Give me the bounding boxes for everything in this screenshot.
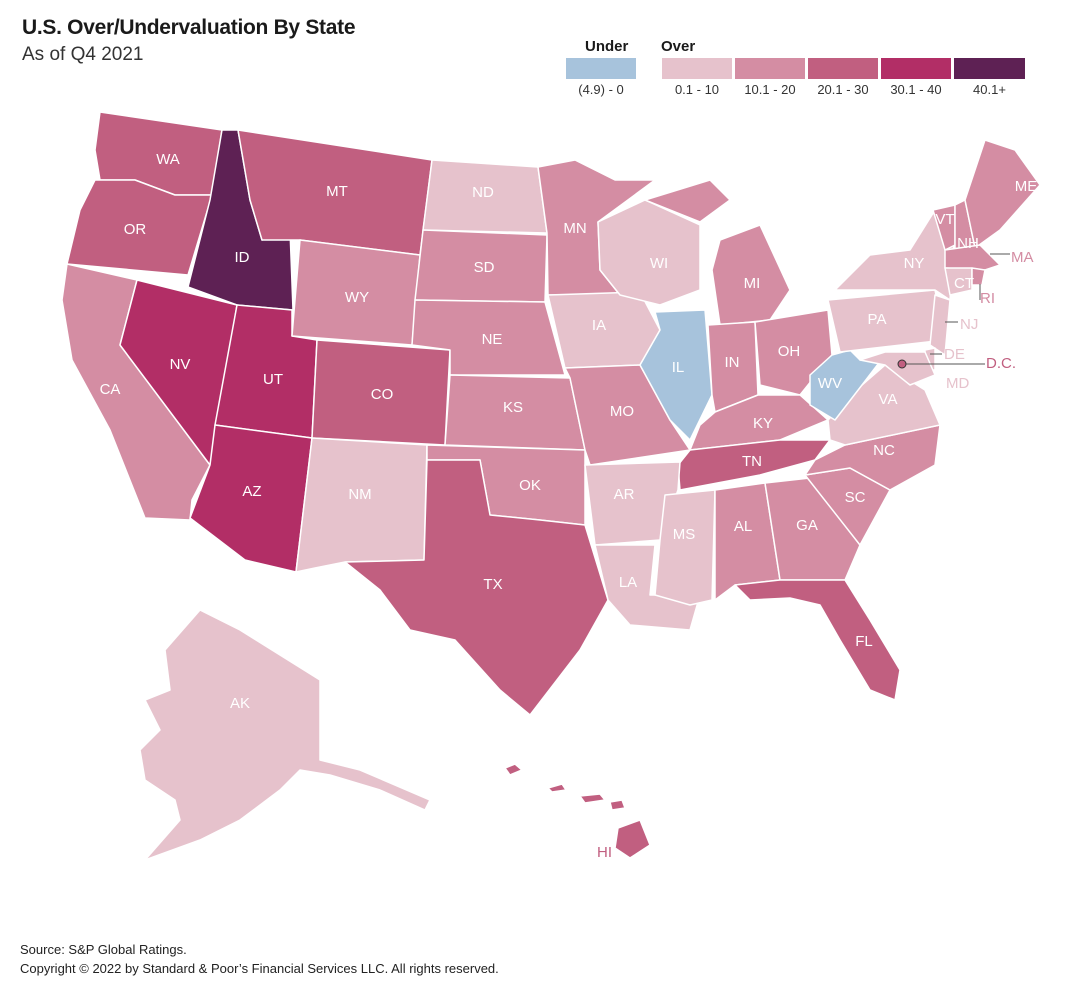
state-NJ[interactable] bbox=[929, 294, 951, 356]
label-IA: IA bbox=[592, 317, 606, 334]
label-WA: WA bbox=[156, 151, 180, 168]
label-AL: AL bbox=[734, 518, 752, 535]
label-HI: HI bbox=[597, 844, 612, 861]
label-MI: MI bbox=[744, 275, 761, 292]
label-ND: ND bbox=[472, 184, 494, 201]
label-NE: NE bbox=[482, 331, 503, 348]
label-MD: MD bbox=[946, 375, 969, 392]
label-DC: D.C. bbox=[986, 355, 1016, 372]
label-NM: NM bbox=[348, 486, 371, 503]
label-VA: VA bbox=[879, 391, 898, 408]
legend-label-under: (4.9) - 0 bbox=[578, 82, 624, 97]
label-OR: OR bbox=[124, 221, 147, 238]
label-PA: PA bbox=[868, 311, 887, 328]
state-FL[interactable] bbox=[734, 579, 901, 701]
label-NV: NV bbox=[170, 356, 191, 373]
label-SD: SD bbox=[474, 259, 495, 276]
label-MN: MN bbox=[563, 220, 586, 237]
label-RI: RI bbox=[980, 290, 995, 307]
legend-label-0-10: 0.1 - 10 bbox=[674, 82, 720, 97]
state-NM[interactable] bbox=[295, 437, 428, 573]
legend-swatch-0-10 bbox=[662, 58, 732, 79]
legend-label-20-30: 20.1 - 30 bbox=[817, 82, 869, 97]
state-MD[interactable] bbox=[859, 351, 936, 386]
legend-swatch-under bbox=[566, 58, 636, 79]
label-CA: CA bbox=[100, 381, 121, 398]
label-NJ: NJ bbox=[960, 316, 978, 333]
state-TX[interactable] bbox=[344, 459, 609, 716]
label-AR: AR bbox=[614, 486, 635, 503]
state-AK[interactable] bbox=[139, 609, 431, 861]
state-IL[interactable] bbox=[639, 309, 713, 441]
label-MA: MA bbox=[1011, 249, 1034, 266]
label-MS: MS bbox=[673, 526, 696, 543]
state-GA[interactable] bbox=[764, 477, 861, 581]
label-OH: OH bbox=[778, 343, 801, 360]
label-VT: VT bbox=[935, 211, 954, 228]
state-DC[interactable] bbox=[897, 359, 907, 369]
source-note: Source: S&P Global Ratings. bbox=[20, 942, 187, 957]
label-AK: AK bbox=[230, 695, 250, 712]
legend-swatch-20-30 bbox=[808, 58, 878, 79]
state-RI[interactable] bbox=[971, 267, 986, 286]
label-WV: WV bbox=[818, 375, 842, 392]
label-NY: NY bbox=[904, 255, 925, 272]
chart-title: U.S. Over/Undervaluation By State bbox=[22, 16, 356, 39]
legend-over-heading: Over bbox=[661, 38, 696, 55]
chart-subtitle: As of Q4 2021 bbox=[22, 44, 144, 65]
label-AZ: AZ bbox=[242, 483, 261, 500]
state-MA[interactable] bbox=[944, 244, 1001, 271]
legend-swatch-10-20 bbox=[735, 58, 805, 79]
legend-label-30-40: 30.1 - 40 bbox=[890, 82, 942, 97]
label-IN: IN bbox=[725, 354, 740, 371]
copyright-note: Copyright © 2022 by Standard & Poor’s Fi… bbox=[20, 961, 499, 976]
label-SC: SC bbox=[845, 489, 866, 506]
state-LA[interactable] bbox=[594, 544, 701, 631]
legend-swatch-40-plus bbox=[954, 58, 1025, 79]
label-CT: CT bbox=[954, 275, 974, 292]
label-KS: KS bbox=[503, 399, 523, 416]
label-NH: NH bbox=[957, 235, 979, 252]
label-KY: KY bbox=[753, 415, 773, 432]
label-LA: LA bbox=[619, 574, 637, 591]
label-UT: UT bbox=[263, 371, 283, 388]
label-ME: ME bbox=[1015, 178, 1038, 195]
state-PA[interactable] bbox=[827, 289, 946, 353]
state-CT[interactable] bbox=[944, 267, 973, 296]
label-FL: FL bbox=[855, 633, 873, 650]
label-MT: MT bbox=[326, 183, 348, 200]
label-MO: MO bbox=[610, 403, 634, 420]
legend-label-10-20: 10.1 - 20 bbox=[744, 82, 796, 97]
state-OR[interactable] bbox=[66, 179, 213, 276]
legend-swatch-30-40 bbox=[881, 58, 951, 79]
label-NC: NC bbox=[873, 442, 895, 459]
label-TX: TX bbox=[483, 576, 502, 593]
label-CO: CO bbox=[371, 386, 394, 403]
state-HI[interactable] bbox=[504, 763, 651, 859]
legend-under-heading: Under bbox=[585, 38, 629, 55]
label-WY: WY bbox=[345, 289, 369, 306]
label-WI: WI bbox=[650, 255, 668, 272]
label-DE: DE bbox=[944, 346, 965, 363]
label-TN: TN bbox=[742, 453, 762, 470]
label-OK: OK bbox=[519, 477, 541, 494]
label-GA: GA bbox=[796, 517, 818, 534]
label-ID: ID bbox=[235, 249, 250, 266]
legend-label-40-plus: 40.1+ bbox=[973, 82, 1006, 97]
label-IL: IL bbox=[672, 359, 685, 376]
state-MS[interactable] bbox=[654, 489, 716, 606]
